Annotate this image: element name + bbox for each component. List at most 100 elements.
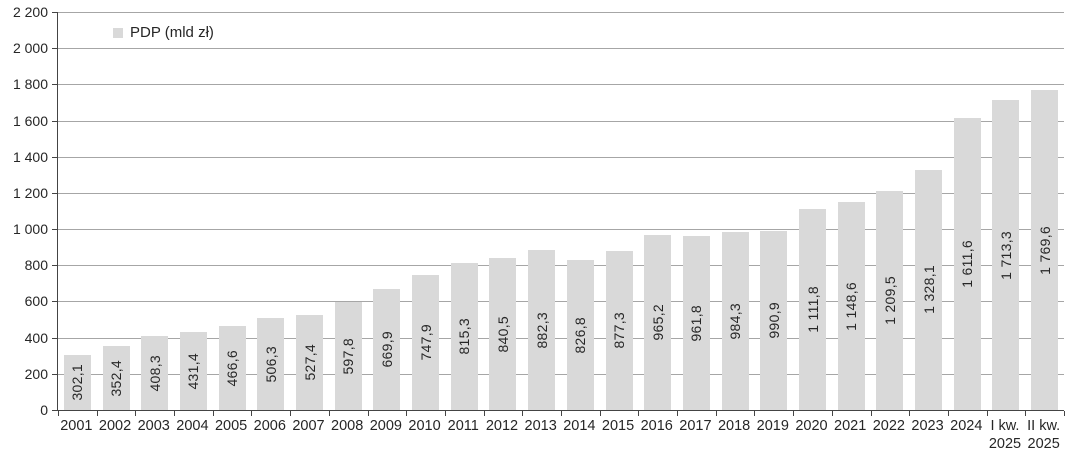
x-axis-label: 2005 bbox=[214, 418, 248, 434]
x-axis-tick bbox=[986, 411, 988, 416]
x-axis-tick bbox=[870, 411, 872, 416]
bar-value-label: 815,3 bbox=[456, 317, 473, 355]
y-axis-tick bbox=[52, 265, 57, 267]
bar-value-label: 1 611,6 bbox=[959, 240, 976, 289]
gridline bbox=[58, 84, 1064, 86]
legend-label: PDP (mld zł) bbox=[130, 24, 214, 41]
x-axis-label: 2011 bbox=[447, 418, 479, 434]
bar-value-label: 466,6 bbox=[224, 349, 241, 387]
y-axis-label: 1 000 bbox=[12, 221, 48, 238]
x-axis-label: 2003 bbox=[137, 418, 170, 434]
gridline bbox=[58, 192, 1064, 194]
bar: 506,3 bbox=[257, 318, 285, 410]
x-axis-tick bbox=[135, 411, 137, 416]
x-axis-tick bbox=[599, 411, 601, 416]
bar: 984,3 bbox=[721, 231, 749, 410]
bar-value-label: 302,1 bbox=[69, 364, 86, 401]
x-axis-label: 2022 bbox=[872, 418, 905, 434]
bar: 597,8 bbox=[334, 301, 362, 410]
x-axis-label: 2004 bbox=[176, 418, 209, 434]
bar-value-label: 965,2 bbox=[649, 304, 666, 341]
x-axis-tick bbox=[328, 411, 330, 416]
chart-legend: PDP (mld zł) bbox=[113, 24, 214, 41]
bar-value-label: 431,4 bbox=[185, 352, 202, 390]
x-axis-label: 2010 bbox=[408, 418, 441, 434]
x-axis-label: 2018 bbox=[717, 418, 751, 434]
bar-value-label: 1 209,5 bbox=[881, 276, 898, 325]
bar-value-label: 1 148,6 bbox=[843, 281, 860, 331]
x-axis-label: 2020 bbox=[795, 418, 828, 434]
bar: 965,2 bbox=[644, 235, 672, 410]
bar: 466,6 bbox=[218, 325, 246, 410]
x-axis-label: 2009 bbox=[369, 418, 402, 434]
y-axis-label: 400 bbox=[24, 329, 48, 346]
gridline bbox=[58, 301, 1064, 303]
y-axis-tick bbox=[52, 301, 57, 303]
gridline bbox=[58, 337, 1064, 339]
x-axis-label: 2012 bbox=[485, 418, 519, 434]
y-axis-tick bbox=[52, 410, 57, 411]
bar: 840,5 bbox=[489, 257, 517, 410]
x-axis-tick bbox=[406, 411, 408, 416]
x-axis-label: II kw. 2025 bbox=[1027, 418, 1061, 452]
bar-value-label: 961,8 bbox=[688, 304, 705, 342]
x-axis-tick bbox=[909, 411, 911, 416]
gridline bbox=[58, 12, 1064, 13]
y-axis-label: 0 bbox=[40, 402, 48, 418]
x-axis-tick bbox=[754, 411, 756, 416]
bar-value-label: 352,4 bbox=[108, 359, 125, 397]
x-axis-label: 2002 bbox=[98, 418, 132, 434]
y-axis-label: 1 600 bbox=[12, 112, 48, 129]
bar-value-label: 506,3 bbox=[262, 345, 279, 383]
x-axis-tick bbox=[483, 411, 485, 416]
bar: 826,8 bbox=[566, 260, 594, 410]
x-axis-label: 2019 bbox=[756, 418, 789, 434]
y-axis-label: 1 200 bbox=[12, 184, 48, 201]
x-axis-label: 2008 bbox=[331, 418, 364, 434]
x-axis-label: 2013 bbox=[524, 418, 557, 434]
y-axis-tick bbox=[52, 120, 57, 122]
bar-value-label: 1 713,3 bbox=[997, 230, 1014, 280]
x-axis-tick bbox=[1025, 411, 1027, 416]
bar-value-label: 882,3 bbox=[533, 311, 550, 349]
y-axis-label: 800 bbox=[24, 257, 48, 274]
bar: 1 769,6 bbox=[1031, 89, 1059, 410]
y-axis-label: 2 000 bbox=[12, 40, 48, 57]
y-axis-label: 200 bbox=[24, 365, 48, 382]
x-axis-tick bbox=[251, 411, 253, 416]
bar: 882,3 bbox=[528, 250, 556, 410]
x-axis-label: 2007 bbox=[292, 418, 325, 434]
y-axis-tick bbox=[52, 192, 57, 194]
gridline bbox=[58, 229, 1064, 231]
bar: 1 111,8 bbox=[799, 208, 826, 410]
x-axis-tick bbox=[831, 411, 833, 416]
bar-value-label: 408,3 bbox=[146, 354, 163, 392]
x-axis-tick bbox=[96, 411, 98, 416]
bar: 1 148,6 bbox=[837, 202, 865, 410]
x-axis-tick bbox=[290, 411, 292, 416]
x-axis-tick bbox=[444, 411, 446, 416]
bar-value-label: 669,9 bbox=[378, 331, 395, 368]
x-axis-tick bbox=[638, 411, 640, 416]
x-axis-label: 2021 bbox=[834, 418, 867, 434]
bar: 669,9 bbox=[373, 288, 401, 410]
x-axis-tick bbox=[212, 411, 214, 416]
y-axis-tick bbox=[52, 229, 57, 231]
bar-value-label: 527,4 bbox=[301, 344, 318, 381]
bar: 747,9 bbox=[412, 274, 440, 410]
bar-value-label: 826,8 bbox=[572, 316, 589, 354]
x-axis-tick bbox=[522, 411, 524, 416]
y-axis-label: 1 800 bbox=[12, 76, 48, 93]
x-axis-label: 2023 bbox=[911, 418, 944, 434]
x-axis-tick bbox=[367, 411, 369, 416]
x-axis-tick bbox=[677, 411, 679, 416]
bar: 527,4 bbox=[296, 314, 323, 410]
y-axis-tick bbox=[52, 373, 57, 375]
x-axis-tick bbox=[1064, 411, 1065, 416]
x-axis-label: 2017 bbox=[679, 418, 712, 434]
x-axis-tick bbox=[793, 411, 795, 416]
bar: 961,8 bbox=[682, 236, 710, 410]
x-axis-label: 2016 bbox=[640, 418, 673, 434]
bar: 1 209,5 bbox=[876, 191, 904, 410]
bar: 302,1 bbox=[63, 355, 91, 410]
